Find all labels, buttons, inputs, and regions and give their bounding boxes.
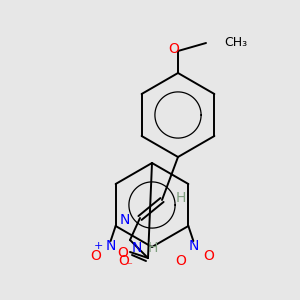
Text: N: N: [188, 239, 199, 253]
Text: O: O: [203, 249, 214, 263]
Text: H: H: [176, 191, 186, 205]
Text: O: O: [175, 254, 186, 268]
Text: O: O: [169, 42, 179, 56]
Text: N: N: [105, 239, 116, 253]
Text: O: O: [90, 249, 101, 263]
Text: CH₃: CH₃: [224, 37, 247, 50]
Text: O: O: [118, 254, 129, 268]
Text: +: +: [94, 241, 103, 251]
Text: H: H: [148, 241, 158, 255]
Text: O: O: [117, 246, 128, 260]
Text: N: N: [120, 213, 130, 227]
Text: ⁻: ⁻: [127, 261, 133, 271]
Text: N: N: [132, 241, 142, 255]
